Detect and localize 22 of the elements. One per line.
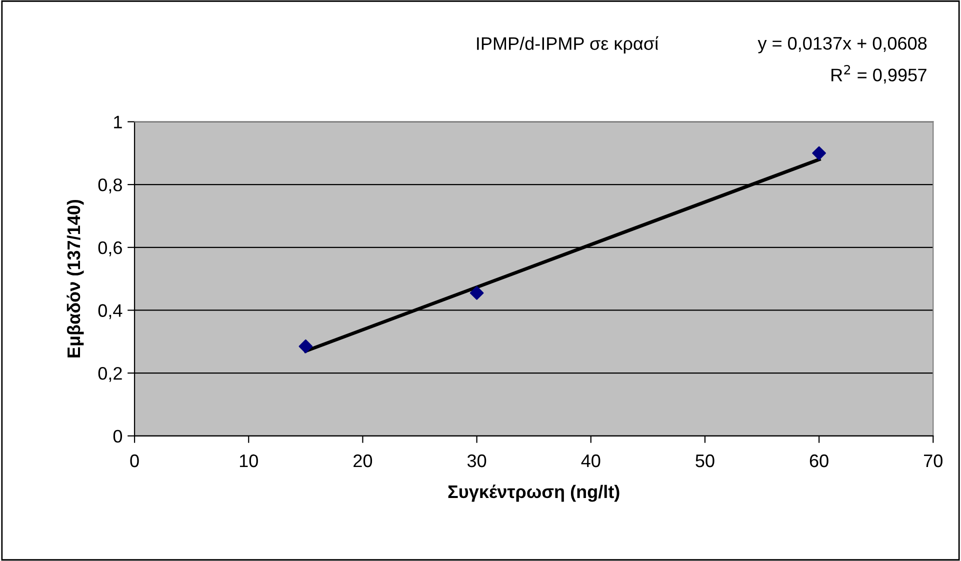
x-tick-label: 30 bbox=[467, 454, 486, 468]
x-tick-label: 60 bbox=[810, 454, 828, 468]
point bbox=[298, 339, 313, 354]
y-tick-label: 0,4 bbox=[98, 304, 122, 320]
x-tick-label: 10 bbox=[240, 454, 258, 468]
x-tick-label: 40 bbox=[581, 454, 600, 468]
y-tick-label: 1 bbox=[114, 116, 122, 128]
x-axis-title: Συγκέντρωση (ng/lt) bbox=[448, 484, 620, 502]
y-axis-title: Εμβαδόν (137/140) bbox=[66, 200, 84, 358]
point bbox=[470, 286, 484, 300]
y-tick-label: 0,6 bbox=[98, 241, 122, 256]
chart-title: IPMP/d-IPMP σε κρασί bbox=[477, 36, 658, 54]
x-tick-label: 0 bbox=[130, 454, 139, 468]
text: y = 0,0137x + 0,0608 bbox=[758, 36, 927, 54]
point bbox=[812, 146, 826, 160]
x-tick-label: 70 bbox=[924, 454, 942, 468]
y-tick-label: 0,8 bbox=[98, 178, 122, 194]
x-tick-label: 20 bbox=[354, 454, 372, 468]
text: R$^{2}$ = 0,9957 bbox=[832, 64, 926, 84]
x-tick-label: 50 bbox=[696, 454, 714, 468]
y-tick-label: 0,2 bbox=[98, 367, 122, 382]
y-tick-label: 0 bbox=[113, 430, 122, 443]
